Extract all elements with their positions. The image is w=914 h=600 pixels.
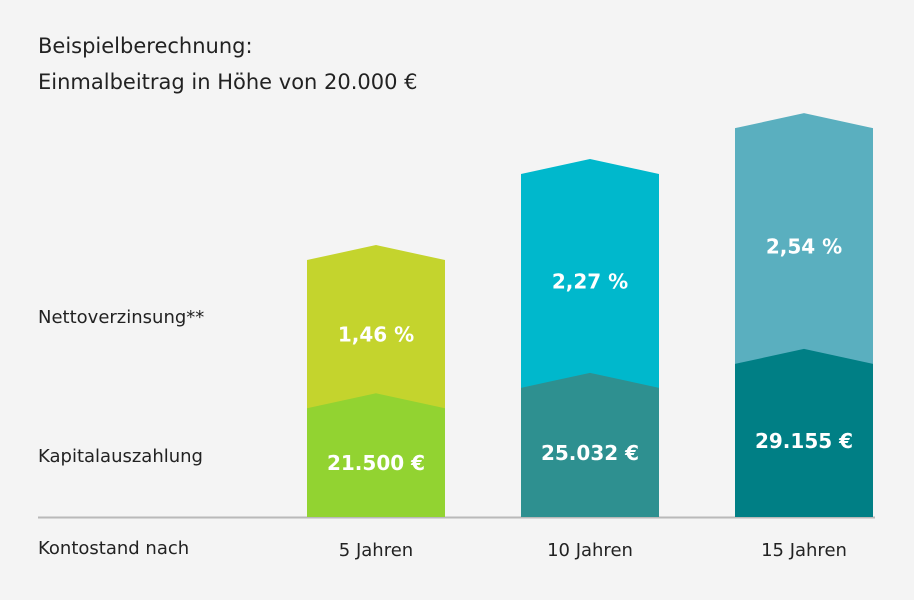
bar-kapitalauszahlung-1	[307, 393, 445, 517]
legend-nettoverzinsung: Nettoverzinsung**	[38, 307, 205, 328]
title-line-1: Beispielberechnung:	[38, 34, 253, 58]
title-line-2: Einmalbeitrag in Höhe von 20.000 €	[38, 70, 418, 94]
x-axis-label: Kontostand nach	[38, 538, 190, 559]
bar-nettoverzinsung-1	[307, 245, 445, 411]
x-tick-label-2: 10 Jahren	[547, 540, 633, 561]
data-label-nettoverzinsung-1: 1,46 %	[338, 323, 414, 347]
bar-kapitalauszahlung-3	[735, 348, 873, 517]
data-label-kapitalauszahlung-2: 25.032 €	[541, 441, 639, 465]
data-label-nettoverzinsung-3: 2,54 %	[766, 235, 842, 259]
legend-kapitalauszahlung: Kapitalauszahlung	[38, 446, 203, 467]
bar-kapitalauszahlung-2	[521, 372, 659, 517]
x-tick-label-3: 15 Jahren	[761, 540, 847, 561]
data-label-nettoverzinsung-2: 2,27 %	[552, 269, 628, 293]
bar-nettoverzinsung-3	[735, 113, 873, 366]
data-label-kapitalauszahlung-1: 21.500 €	[327, 451, 425, 475]
chart-title: Beispielberechnung: Einmalbeitrag in Höh…	[38, 28, 418, 100]
bar-nettoverzinsung-2	[521, 158, 659, 390]
data-label-kapitalauszahlung-3: 29.155 €	[755, 429, 853, 453]
x-tick-label-1: 5 Jahren	[339, 540, 413, 561]
